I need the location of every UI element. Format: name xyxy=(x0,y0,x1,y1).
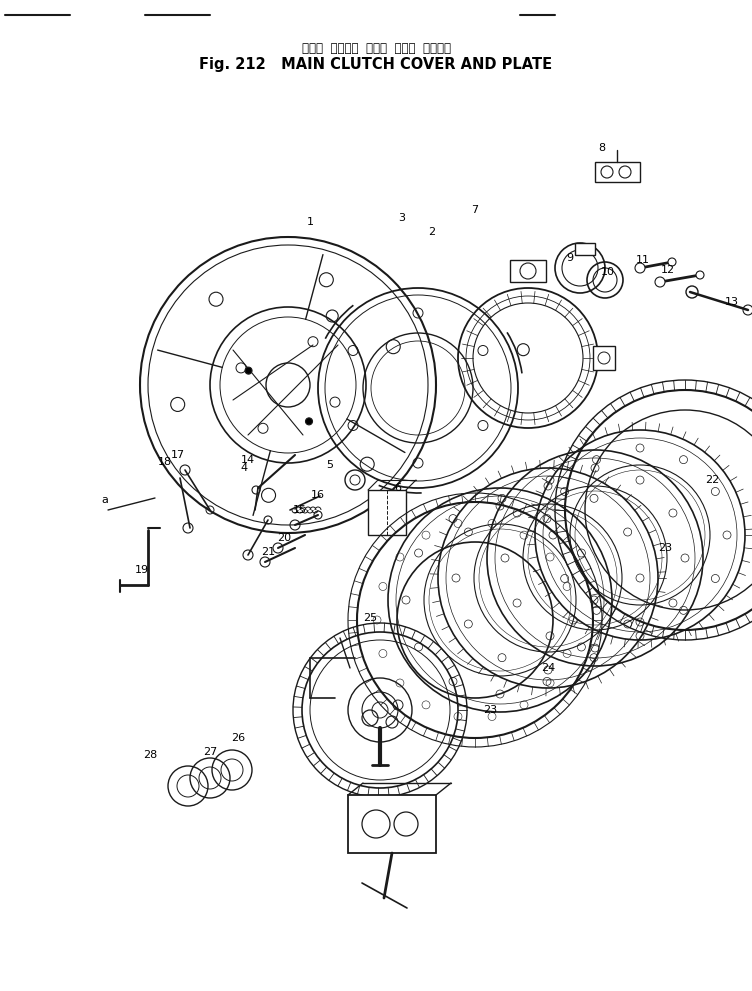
Text: a: a xyxy=(102,495,108,505)
Text: 28: 28 xyxy=(143,750,157,760)
Text: 23: 23 xyxy=(483,705,497,715)
Text: 13: 13 xyxy=(725,297,739,307)
Text: 9: 9 xyxy=(566,253,574,263)
Text: 16: 16 xyxy=(311,490,325,500)
Text: 3: 3 xyxy=(399,213,405,223)
Circle shape xyxy=(635,263,645,273)
Circle shape xyxy=(655,277,665,287)
Text: 21: 21 xyxy=(261,547,275,557)
Text: 2: 2 xyxy=(429,227,435,237)
Text: 4: 4 xyxy=(241,463,247,473)
Text: 20: 20 xyxy=(277,533,291,543)
Text: 10: 10 xyxy=(601,267,615,277)
Text: 18: 18 xyxy=(158,457,172,467)
Bar xyxy=(595,162,640,182)
Circle shape xyxy=(245,367,252,375)
Text: 14: 14 xyxy=(241,455,255,465)
Text: メイン  クラッチ  カバー  および  プレート: メイン クラッチ カバー および プレート xyxy=(302,42,450,55)
Text: 15: 15 xyxy=(293,505,307,515)
Text: 5: 5 xyxy=(326,460,333,470)
Circle shape xyxy=(668,258,676,266)
Bar xyxy=(575,243,595,255)
Text: 23: 23 xyxy=(658,543,672,553)
Text: 6: 6 xyxy=(395,483,402,493)
Circle shape xyxy=(696,271,704,279)
Text: 19: 19 xyxy=(135,565,149,575)
Bar xyxy=(510,260,546,282)
Bar xyxy=(368,490,406,535)
Text: 1: 1 xyxy=(307,217,314,227)
Text: 26: 26 xyxy=(231,733,245,743)
Bar xyxy=(593,346,615,370)
Text: 17: 17 xyxy=(171,450,185,460)
Text: 25: 25 xyxy=(363,613,377,623)
Bar xyxy=(348,795,436,853)
Text: 12: 12 xyxy=(661,265,675,275)
Text: 22: 22 xyxy=(705,475,719,485)
Text: 8: 8 xyxy=(599,143,605,153)
Text: 24: 24 xyxy=(541,663,555,673)
Circle shape xyxy=(305,418,313,425)
Text: 7: 7 xyxy=(472,205,478,215)
Text: 11: 11 xyxy=(636,255,650,265)
Text: Fig. 212   MAIN CLUTCH COVER AND PLATE: Fig. 212 MAIN CLUTCH COVER AND PLATE xyxy=(199,57,553,72)
Text: 27: 27 xyxy=(203,747,217,757)
